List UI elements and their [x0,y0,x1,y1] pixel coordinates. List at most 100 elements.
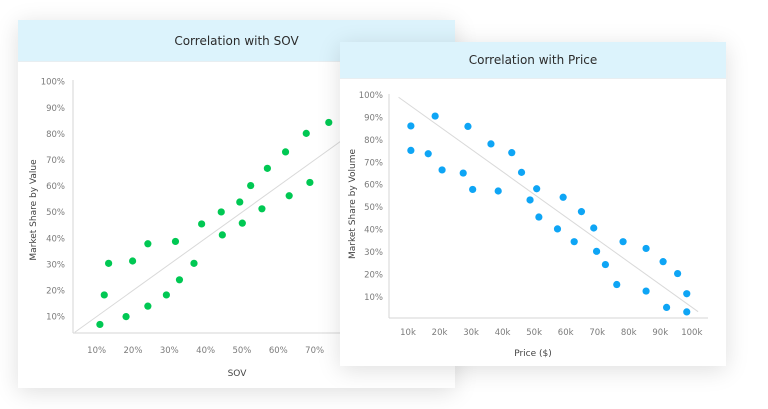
price-data-point [642,244,650,253]
sov-x-tick-label: 50% [232,346,251,356]
price-y-tick-label: 90% [364,113,383,123]
price-data-point [642,287,650,295]
sov-data-point [325,118,333,127]
price-y-tick-label: 80% [364,136,383,146]
price-y-tick-label: 70% [364,158,383,168]
price-chart-title: Correlation with Price [468,53,598,67]
price-data-point [533,185,541,193]
sov-data-point [190,259,198,267]
sov-y-tick-label: 10% [46,313,65,323]
sov-y-tick-label: 20% [46,287,65,297]
price-scatter-chart: Price ($) Market Share by Volume 10% 20% 3… [348,91,708,359]
price-y-tick-label: 10% [364,293,383,303]
price-x-tick-label: 10k [400,328,416,338]
price-data-point [459,169,467,177]
price-data-point [683,308,691,316]
sov-x-axis-title: SOV [228,369,248,379]
sov-x-tick-label: 40% [196,346,215,356]
price-x-tick-label: 80k [621,328,637,338]
price-x-tick-label: 30k [463,328,479,338]
sov-data-point [171,237,180,246]
sov-y-axis-title: Market Share by Value [29,159,39,261]
sov-data-point [100,291,108,299]
sov-data-point [302,129,310,137]
price-data-point [659,258,667,266]
sov-data-point [144,240,152,248]
price-data-point [570,238,578,246]
price-data-point [526,196,534,204]
price-data-point [683,290,691,298]
sov-data-point [217,208,225,216]
price-x-tick-label: 70k [589,328,605,338]
sov-data-point [198,220,206,228]
sov-x-tick-label: 60% [269,346,288,356]
sov-y-tick-label: 50% [46,208,65,218]
price-x-tick-label: 60k [558,328,574,338]
price-data-point [487,140,495,148]
price-data-point [464,122,472,131]
sov-data-point [144,302,152,310]
price-data-point [494,187,502,195]
price-x-axis-title: Price ($) [514,349,552,359]
sov-data-point [162,291,170,299]
sov-x-tick-label: 70% [305,346,324,356]
sov-x-tick-label: 10% [87,346,106,356]
sov-y-tick-label: 80% [46,130,65,140]
sov-data-point [238,219,246,227]
price-trend-line [398,96,699,313]
price-y-tick-label: 30% [364,248,383,258]
price-data-point [438,166,446,174]
price-data-point [407,122,415,130]
sov-data-point [247,181,255,190]
sov-data-point [285,192,293,200]
price-data-point [613,280,621,289]
price-y-axis-title: Market Share by Volume [348,149,358,259]
price-data-point [431,112,439,120]
sov-data-point [96,320,104,329]
price-data-point [535,213,543,221]
price-data-point [577,208,586,216]
price-data-point [553,225,562,233]
sov-data-point [128,257,137,265]
sov-data-point [175,276,184,284]
price-y-tick-label: 60% [364,181,383,191]
sov-y-tick-label: 100% [41,78,65,88]
sov-data-point [105,259,113,267]
price-y-tick-label: 50% [364,203,383,213]
sov-data-point [281,148,290,156]
sov-y-tick-label: 40% [46,234,65,244]
price-data-point [469,185,477,194]
price-data-point [559,193,567,201]
price-data-point [601,260,610,269]
price-card-header: Correlation with Price [340,42,726,79]
sov-x-tick-label: 30% [160,346,179,356]
price-data-point [619,238,627,246]
price-x-tick-label: 90k [652,328,668,338]
price-y-tick-label: 100% [359,91,383,101]
price-y-tick-label: 20% [364,270,383,280]
sov-data-point [263,164,271,172]
price-x-tick-label: 100k [681,328,702,338]
price-data-point [590,224,598,232]
price-data-point [508,149,516,157]
sov-data-point [258,205,266,213]
sov-chart-title: Correlation with SOV [174,33,299,48]
sov-data-point [236,198,244,206]
price-data-point [674,269,682,278]
sov-y-tick-label: 30% [46,260,65,270]
price-data-point [592,247,601,255]
sov-y-tick-label: 90% [46,104,65,114]
price-data-point [662,303,671,312]
price-x-tick-label: 40k [495,328,511,338]
sov-scatter-chart: SOV Market Share by Value 10% 20% 30% 40% 50… [29,78,455,379]
sov-data-point [122,313,130,321]
sov-data-point [306,178,314,187]
sov-trend-line [74,133,352,333]
price-data-point [517,168,526,176]
sov-x-tick-label: 20% [124,346,143,356]
price-data-point [424,150,432,158]
sov-y-tick-label: 60% [46,182,65,192]
price-x-tick-label: 20k [432,328,448,338]
price-y-tick-label: 40% [364,226,383,236]
sov-data-point [218,231,226,239]
